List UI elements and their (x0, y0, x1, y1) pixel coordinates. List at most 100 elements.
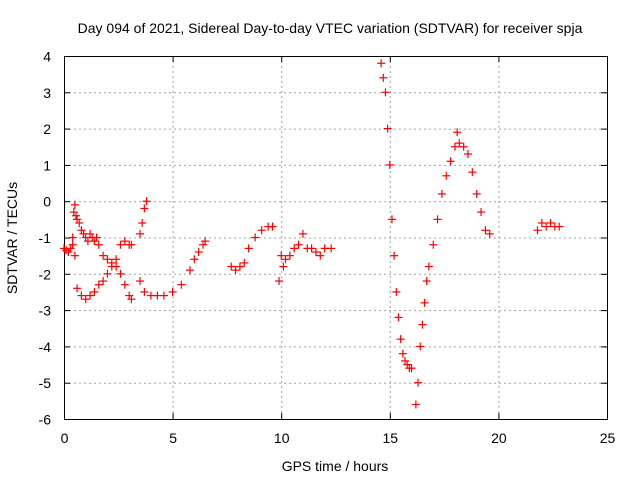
x-tick-label: 5 (169, 430, 177, 446)
data-point (316, 251, 325, 260)
y-tick-labels: -6 -5 -4 -3 -2 -1 0 1 2 3 4 (39, 49, 52, 428)
data-point (442, 171, 451, 180)
data-series-arc-9 (411, 128, 494, 409)
data-point (90, 237, 99, 246)
data-series-arc-7 (275, 229, 336, 286)
y-axis-label: SDTVAR / TECUs (4, 182, 20, 294)
data-point (136, 277, 145, 286)
data-point (422, 277, 431, 286)
data-point (275, 277, 284, 286)
x-tick-label: 25 (600, 430, 616, 446)
data-point (235, 262, 244, 271)
data-point (68, 240, 77, 249)
data-point (136, 229, 145, 238)
data-point (459, 142, 468, 151)
data-point (398, 349, 407, 358)
data-point (257, 226, 266, 235)
data-point (251, 233, 260, 242)
data-point (140, 204, 149, 213)
y-tick-label: 4 (43, 49, 51, 65)
data-point (403, 360, 412, 369)
data-point (420, 298, 429, 307)
data-series-arc-1 (60, 244, 75, 257)
data-point (542, 222, 551, 231)
data-point (416, 342, 425, 351)
data-point (112, 255, 121, 264)
data-point (429, 240, 438, 249)
data-point (285, 251, 294, 260)
data-point (68, 233, 77, 242)
y-tick-label: 3 (43, 85, 51, 101)
data-point (381, 88, 390, 97)
data-series-arc-6 (227, 222, 277, 275)
data-point (168, 287, 177, 296)
data-point (190, 255, 199, 264)
y-tick-label: -5 (39, 375, 52, 391)
data-point (268, 222, 277, 231)
data-point (533, 226, 542, 235)
x-tick-label: 15 (383, 430, 399, 446)
grid (64, 56, 607, 419)
data-point (455, 139, 464, 148)
data-point (71, 211, 80, 220)
data-point (279, 262, 288, 271)
data-point (120, 280, 129, 289)
data-point (244, 244, 253, 253)
y-tick-label: 0 (43, 194, 51, 210)
data-series-arc-4 (136, 197, 151, 238)
data-point (307, 244, 316, 253)
data-point (77, 291, 86, 300)
data-point (407, 364, 416, 373)
data-point (127, 240, 136, 249)
data-point (414, 378, 423, 387)
data-point (73, 284, 82, 293)
data-point (194, 248, 203, 257)
data-point (107, 262, 116, 271)
data-series-arc-8 (377, 59, 416, 373)
y-tick-label: -4 (39, 339, 52, 355)
data-point (62, 246, 71, 255)
data-point (390, 251, 399, 260)
data-point (392, 287, 401, 296)
data-point (383, 124, 392, 133)
y-tick-label: -2 (39, 266, 52, 282)
data-point (116, 240, 125, 249)
data-series-arc-3 (68, 237, 136, 304)
data-point (81, 295, 90, 304)
data-point (140, 287, 149, 296)
data-point (142, 197, 151, 206)
data-point (77, 226, 86, 235)
data-point (379, 73, 388, 82)
data-point (99, 251, 108, 260)
data-point (99, 277, 108, 286)
y-tick-label: 2 (43, 121, 51, 137)
data-point (94, 280, 103, 289)
data-point (125, 291, 134, 300)
data-point (103, 255, 112, 264)
data-point (90, 287, 99, 296)
data-series-arc-10 (533, 218, 564, 235)
data-point (92, 233, 101, 242)
data-point (64, 248, 73, 257)
data-point (70, 251, 79, 260)
data-point (450, 142, 459, 151)
data-point (120, 237, 129, 246)
data-point (433, 215, 442, 224)
data-point (472, 189, 481, 198)
data-point (86, 229, 95, 238)
data-point (418, 320, 427, 329)
data-point (411, 400, 420, 409)
data-point (69, 208, 78, 217)
data-point (437, 189, 446, 198)
x-tick-label: 0 (61, 430, 69, 446)
data-point (453, 128, 462, 137)
data-point (477, 208, 486, 217)
data-point (387, 215, 396, 224)
data-point (555, 222, 564, 231)
data-point (231, 266, 240, 275)
data-point (116, 269, 125, 278)
data-point (240, 258, 249, 267)
y-tick-label: -1 (39, 230, 52, 246)
data-point (177, 280, 186, 289)
